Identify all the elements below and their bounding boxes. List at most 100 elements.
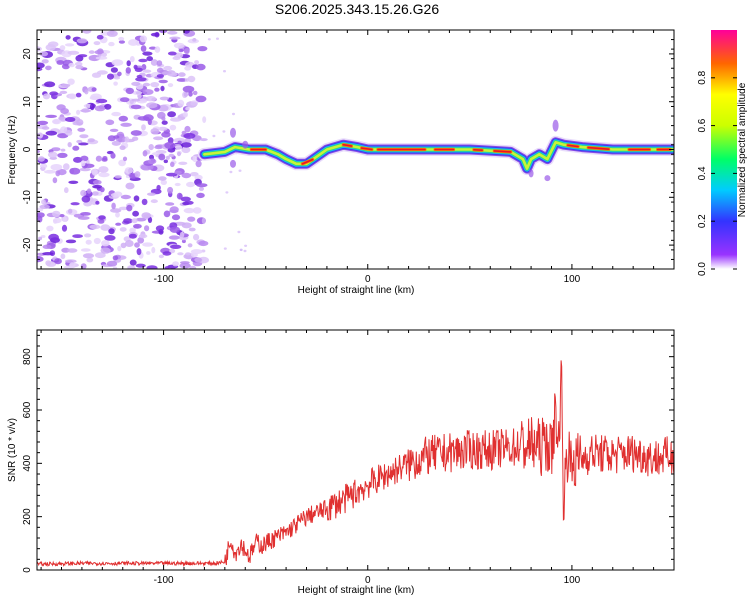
spectrogram-noise-blob [79, 134, 88, 138]
spectrogram-noise-blob [115, 212, 120, 218]
spectrogram-noise-blob [150, 82, 159, 87]
spectrogram-noise-blob [78, 54, 88, 57]
spectrogram-noise-blob [43, 93, 50, 99]
spectrogram-xtick-label: 0 [365, 274, 371, 285]
spectrogram-noise-blob [132, 99, 141, 102]
spectrogram-noise-blob [51, 164, 63, 170]
snr-xlabel: Height of straight line (km) [298, 585, 415, 596]
colorbar-tick-label: 0.6 [697, 118, 708, 132]
spectrogram-noise-blob [141, 45, 147, 52]
spectrogram-noise-blob [193, 91, 198, 95]
spectrogram-track-core [494, 151, 510, 152]
spectrogram-noise-blob [81, 248, 91, 252]
spectrogram-noise-blob [184, 92, 188, 97]
spectrogram-noise-blob [185, 107, 190, 111]
spectrogram-noise-blob [202, 116, 206, 123]
spectrogram-noise-blob [147, 193, 156, 196]
spectrogram-ytick-label: -20 [22, 237, 33, 252]
spectrogram-noise-blob [130, 56, 135, 62]
spectrogram-noise-blob [101, 53, 107, 57]
spectrogram-noise-blob [177, 100, 184, 107]
colorbar-gradient [711, 30, 737, 269]
spectrogram-noise-blob [111, 193, 118, 197]
spectrogram-noise-blob [117, 246, 121, 251]
snr-series-line [37, 360, 674, 565]
spectrogram-noise-blob [110, 153, 115, 159]
spectrogram-noise-blob [119, 116, 128, 122]
spectrogram-noise-blob [81, 160, 86, 166]
spectrogram-noise-blob [37, 121, 48, 125]
spectrogram-noise-blob [153, 136, 163, 140]
spectrogram-noise-blob [146, 56, 153, 61]
spectrogram-noise-blob [159, 255, 164, 259]
spectrogram-noise-blob [170, 162, 175, 167]
spectrogram-noise-blob [151, 199, 158, 203]
spectrogram-noise-blob [76, 93, 82, 98]
spectrogram-noise-blob [157, 74, 164, 78]
spectrogram-noise-blob [193, 207, 202, 214]
spectrogram-noise-blob [137, 248, 142, 255]
spectrogram-noise-blob [222, 130, 225, 132]
spectrogram-noise-blob [69, 168, 80, 175]
spectrogram-noise-blob [172, 214, 180, 220]
spectrogram-noise-blob [120, 145, 126, 150]
snr-content [37, 360, 674, 565]
snr-xtick-label: 100 [564, 575, 581, 586]
spectrogram-noise-blob [138, 59, 147, 63]
spectrogram-noise-blob [178, 162, 187, 165]
spectrogram-noise-blob [97, 70, 108, 74]
spectrogram-noise-blob [131, 82, 140, 86]
spectrogram-disturbance [544, 175, 550, 181]
spectrogram-noise-blob [42, 126, 49, 130]
spectrogram-noise-blob [179, 263, 190, 269]
spectrogram-noise-blob [185, 78, 190, 82]
spectrogram-noise-blob [237, 231, 240, 233]
spectrogram-noise-blob [94, 238, 101, 244]
spectrogram-disturbance [242, 141, 248, 149]
spectrogram-noise-blob [224, 247, 227, 249]
spectrogram-noise-blob [45, 115, 57, 118]
spectrogram-noise-blob [95, 106, 106, 112]
spectrogram-noise-blob [108, 42, 114, 46]
spectrogram-noise-blob [136, 264, 146, 268]
spectrogram-noise-blob [200, 138, 208, 141]
spectrogram-noise-blob [155, 32, 160, 38]
spectrogram-noise-blob [148, 159, 156, 165]
spectrogram-ytick-label: 20 [22, 48, 33, 60]
spectrogram-noise-blob [61, 149, 66, 152]
spectrogram-noise-blob [198, 241, 208, 246]
spectrogram-noise-blob [156, 185, 160, 191]
spectrogram-noise-blob [60, 45, 66, 50]
spectrogram-noise-blob [158, 176, 167, 180]
spectrogram-noise-blob [96, 99, 107, 103]
colorbar-tick-label: 0.8 [697, 70, 708, 84]
spectrogram-noise-blob [142, 89, 153, 95]
spectrogram-noise-blob [182, 173, 192, 178]
spectrogram-ytick-label: 0 [22, 146, 33, 152]
spectrogram-noise-blob [53, 177, 58, 183]
spectrogram-noise-blob [157, 60, 163, 66]
snr-xtick-label: -100 [154, 575, 174, 586]
spectrogram-noise-blob [123, 157, 127, 162]
spectrogram-noise-blob [178, 141, 182, 144]
spectrogram-noise-blob [141, 124, 146, 130]
spectrogram-noise-blob [175, 145, 182, 149]
spectrogram-noise-blob [140, 35, 147, 42]
spectrogram-disturbance [240, 249, 243, 251]
snr-ytick-label: 0 [22, 567, 33, 573]
spectrogram-noise-blob [166, 156, 170, 160]
spectrogram-noise-blob [168, 52, 177, 56]
spectrogram-noise-blob [64, 187, 69, 193]
spectrogram-noise-blob [92, 169, 98, 176]
spectrogram-noise-blob [146, 265, 157, 271]
spectrogram-noise-blob [104, 235, 115, 241]
spectrogram-noise-blob [184, 48, 190, 54]
spectrogram-noise-blob [142, 242, 153, 246]
spectrogram-noise-blob [135, 171, 141, 177]
spectrogram-noise-blob [118, 37, 124, 41]
spectrogram-noise-blob [184, 201, 193, 205]
spectrogram-ylabel: Frequency (Hz) [7, 116, 18, 185]
spectrogram-disturbance [230, 160, 236, 168]
spectrogram-noise-blob [68, 93, 76, 99]
spectrogram-noise-blob [80, 156, 88, 162]
